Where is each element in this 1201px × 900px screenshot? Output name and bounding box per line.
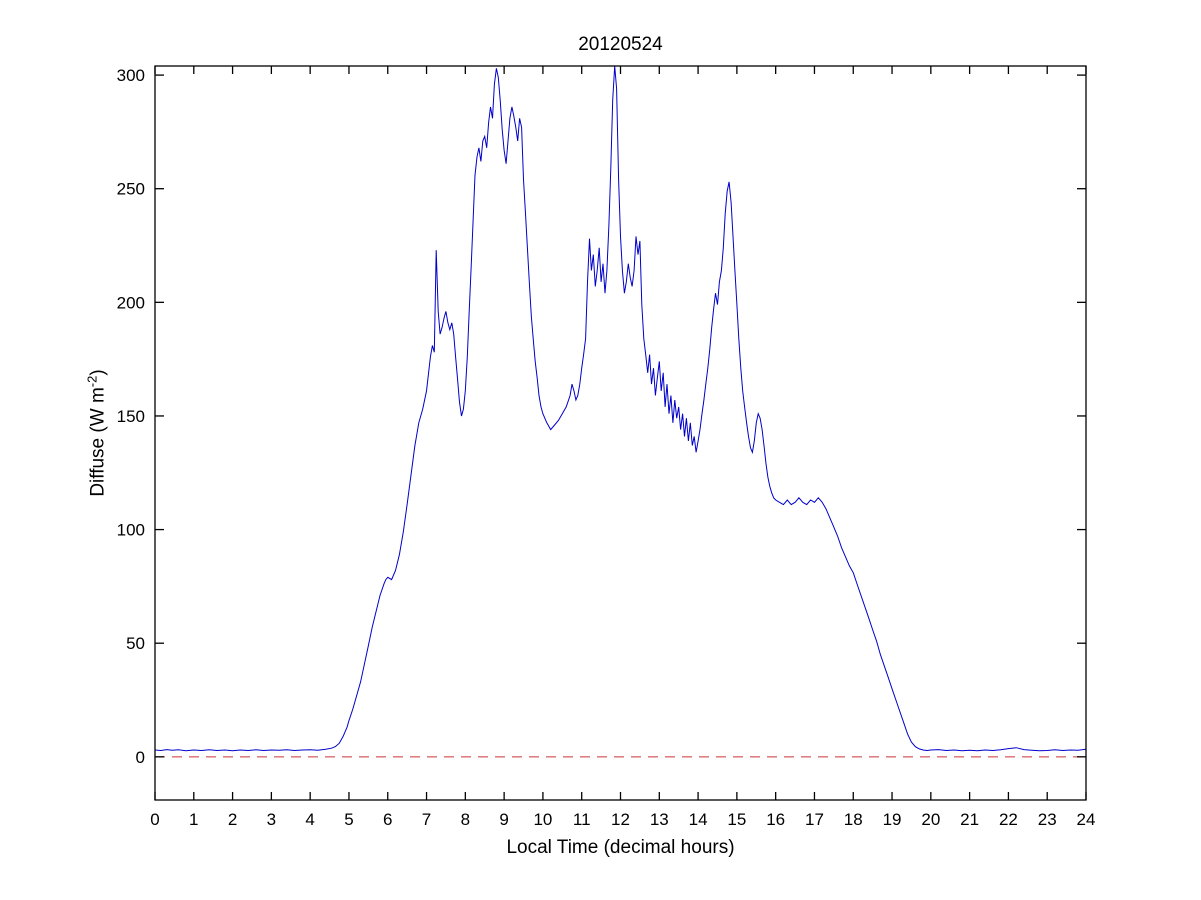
y-tick-label: 0 xyxy=(136,748,145,767)
y-axis-label-text: Diffuse (W m xyxy=(87,387,109,497)
x-tick-label: 4 xyxy=(305,810,314,829)
y-axis-label-superscript: -2 xyxy=(84,375,100,388)
x-tick-label: 16 xyxy=(766,810,785,829)
x-tick-label: 17 xyxy=(805,810,824,829)
chart-title: 20120524 xyxy=(578,34,663,55)
y-tick-label: 50 xyxy=(126,634,145,653)
series-diffuse-irradiance xyxy=(155,66,1086,752)
y-axis-label: Diffuse (W m-2) xyxy=(84,369,109,496)
x-tick-label: 24 xyxy=(1077,810,1096,829)
x-tick-label: 2 xyxy=(228,810,237,829)
x-tick-label: 8 xyxy=(461,810,470,829)
y-tick-label: 200 xyxy=(117,293,145,312)
x-tick-label: 18 xyxy=(844,810,863,829)
y-tick-label: 100 xyxy=(117,521,145,540)
x-axis-label: Local Time (decimal hours) xyxy=(506,837,735,858)
y-tick-label: 300 xyxy=(117,66,145,85)
y-tick-label: 150 xyxy=(117,407,145,426)
x-tick-label: 10 xyxy=(533,810,552,829)
x-tick-label: 12 xyxy=(611,810,630,829)
x-tick-label: 23 xyxy=(1038,810,1057,829)
x-tick-label: 0 xyxy=(150,810,159,829)
axes-box xyxy=(154,65,1087,801)
x-tick-label: 13 xyxy=(650,810,669,829)
x-tick-label: 14 xyxy=(689,810,708,829)
x-tick-label: 20 xyxy=(921,810,940,829)
x-tick-label: 1 xyxy=(189,810,198,829)
x-tick-label: 11 xyxy=(573,810,591,829)
x-tick-label: 15 xyxy=(727,810,746,829)
x-tick-label: 9 xyxy=(499,810,508,829)
x-tick-label: 22 xyxy=(999,810,1018,829)
x-tick-label: 21 xyxy=(960,810,979,829)
y-axis-label-close: ) xyxy=(87,369,109,376)
x-tick-label: 19 xyxy=(883,810,902,829)
x-tick-label: 5 xyxy=(344,810,353,829)
x-tick-label: 7 xyxy=(422,810,431,829)
x-tick-label: 6 xyxy=(383,810,392,829)
y-tick-label: 250 xyxy=(117,180,145,199)
x-tick-label: 3 xyxy=(267,810,276,829)
